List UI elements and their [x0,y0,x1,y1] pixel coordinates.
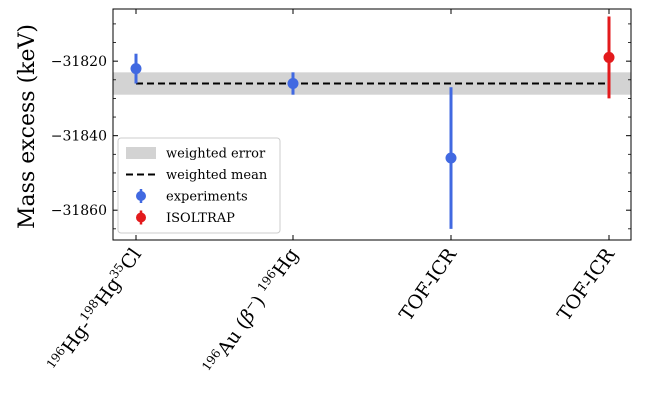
x-category-label: 196Au (β−) 196Hg [199,244,303,379]
legend: weighted error weighted mean experiments IS… [117,137,281,234]
data-point-experiments-1 [287,78,299,90]
x-category-label-part: TOF-ICR [395,244,461,325]
data-point-ISOLTRAP-0 [603,51,615,63]
legend-label: weighted error [166,147,266,162]
legend-label: weighted mean [166,168,268,183]
legend-swatch-marker [136,191,146,201]
plot-frame [112,8,632,241]
y-axis-label: Mass excess (keV) [15,24,40,229]
data-points-layer [130,16,615,229]
y-tick-label: −31860 [51,203,107,219]
legend-label: experiments [166,190,248,205]
y-tick-label: −31840 [51,129,107,145]
x-category-label: TOF-ICR [395,244,461,325]
legend-swatch-marker [136,212,146,223]
legend-box [117,137,281,234]
legend-label: ISOLTRAP [166,211,235,226]
data-point-experiments-2 [445,152,457,164]
legend-swatch-weighted-error [126,147,156,159]
data-point-experiments-0 [130,63,142,75]
x-category-label-part: TOF-ICR [553,244,619,325]
y-tick-label: −31820 [51,54,107,70]
x-category-label: 196Hg-198Hg35Cl [44,244,146,376]
x-category-label: TOF-ICR [553,244,619,325]
